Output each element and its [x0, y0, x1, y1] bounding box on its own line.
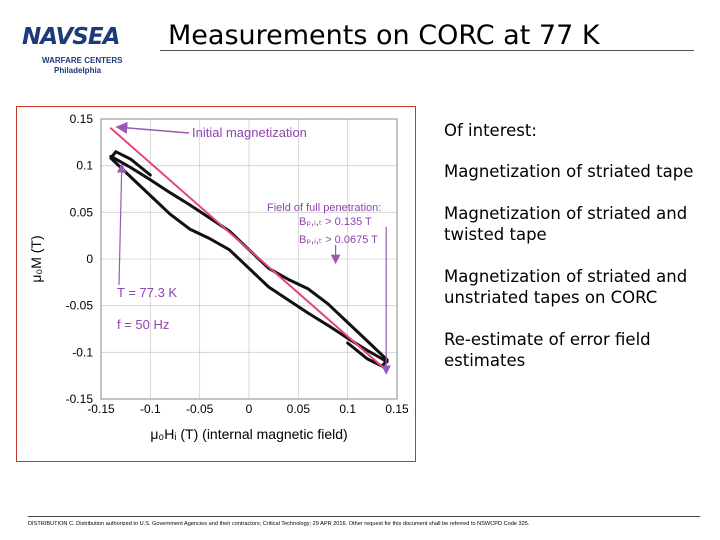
- note-item: Re-estimate of error field estimates: [444, 329, 651, 371]
- footer-rule: [28, 516, 700, 517]
- logo-subtitle: WARFARE CENTERS: [42, 56, 123, 65]
- distribution-statement: DISTRIBUTION C. Distribution authorized …: [28, 521, 530, 527]
- y-tick-label: 0.1: [76, 159, 93, 173]
- x-tick-label: 0.1: [339, 402, 356, 416]
- notes-heading: Of interest:: [444, 121, 537, 140]
- x-tick-label: 0.15: [385, 402, 409, 416]
- y-tick-label: 0: [86, 252, 93, 266]
- temperature-arrow: [116, 163, 127, 286]
- x-tick-label: 0: [246, 402, 253, 416]
- temperature-label: T = 77.3 K: [117, 285, 177, 300]
- magnetization-chart: -0.15 -0.1 -0.05 0 0.05 0.1 0.15 0.15 0.1 0.05 0 -0…: [16, 106, 416, 462]
- x-tick-label: -0.15: [87, 402, 115, 416]
- navsea-logo: NAVSEA WARFARE CENTERS Philadelphia: [20, 18, 140, 78]
- full-penetration-line1: Bₚ,ᵢ,ₜ > 0.135 T: [299, 216, 372, 228]
- initial-magnetization-arrow: [115, 121, 190, 134]
- x-tick-label: 0.05: [287, 402, 311, 416]
- y-axis-label: μ₀M (T): [28, 235, 44, 282]
- x-axis-label: μ₀Hᵢ (T) (internal magnetic field): [150, 426, 347, 442]
- plot-border: [100, 118, 398, 400]
- note-item: Magnetization of striated tape: [444, 162, 694, 182]
- full-penetration-title: Field of full penetration:: [267, 202, 381, 214]
- chart-svg: -0.15 -0.1 -0.05 0 0.05 0.1 0.15 0.15 0.1 0.05 0 -0…: [28, 112, 409, 442]
- y-tick-label: -0.15: [66, 392, 94, 406]
- note-item: Magnetization of striated and twisted ta…: [444, 203, 688, 245]
- x-tick-label: -0.05: [186, 402, 214, 416]
- series-line: [109, 127, 389, 372]
- frequency-label: f = 50 Hz: [117, 317, 169, 332]
- y-tick-label: -0.05: [66, 299, 94, 313]
- logo-location: Philadelphia: [54, 66, 102, 75]
- y-tick-label: -0.1: [72, 345, 93, 359]
- page-title: Measurements on CORC at 77 K: [168, 20, 600, 51]
- y-tick-label: 0.05: [70, 205, 94, 219]
- note-item: Magnetization of striated and unstriated…: [444, 266, 688, 308]
- title-underline: [160, 50, 694, 51]
- y-tick-label: 0.15: [70, 112, 94, 126]
- notes-panel: Of interest: Magnetization of striated t…: [444, 120, 706, 392]
- initial-magnetization-label: Initial magnetization: [192, 125, 307, 140]
- x-tick-label: -0.1: [140, 402, 161, 416]
- logo-word: NAVSEA: [22, 24, 120, 50]
- full-penetration-line2: Bₚ,ᵢ,ₜ > 0.0675 T: [299, 234, 378, 246]
